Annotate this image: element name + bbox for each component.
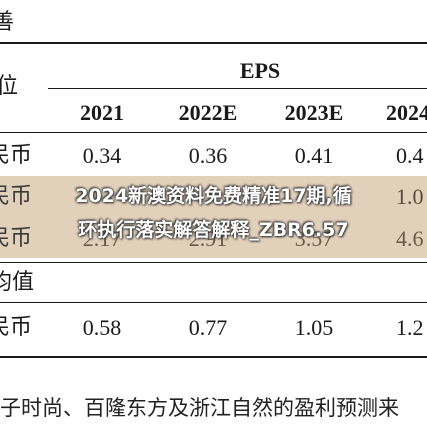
unit-column-header: 位 [0,74,19,99]
table-cell: 1.2 [396,315,424,340]
row-label: 民币 [0,315,33,340]
table-bottom-rule [0,356,427,358]
col-header-2021: 2021 [80,100,124,125]
table-cell: 4.6 [396,226,424,251]
table-cell: 0.58 [82,315,122,340]
table-cell: 0.36 [188,143,228,168]
header-top-char: 善 [0,10,15,35]
table-cell: 0.41 [294,143,334,168]
table-cell: 0.4 [396,143,424,168]
table-top-rule [0,42,427,44]
col-header-2023e: 2023E [284,100,344,125]
watermark-line-1: 2024新澳资料免费精准17期,循 [75,185,352,207]
table-cell: 1.0 [396,184,424,209]
section-bottom-rule [0,302,427,303]
table-cell: 0.34 [82,143,122,168]
table-cell: 2.17 [82,226,122,251]
watermark-line-2: 环执行落实解答解释_ZBR6.57 [78,219,349,241]
watermark-band [0,176,427,258]
col-header-2024: 2024 [386,100,427,125]
row-label: 民币 [0,184,33,209]
footer-note: 子时尚、百隆东方及浙江自然的盈利预测来 [0,396,399,420]
eps-group-rule [48,88,427,89]
table-cell: 3.57 [294,226,334,251]
col-header-2022e: 2022E [178,100,238,125]
eps-group-header: EPS [239,58,281,83]
row-label: 民币 [0,226,33,251]
header-bottom-rule [0,132,427,133]
row-label: 民币 [0,143,33,168]
table-cell: 1.05 [294,315,334,340]
section-label: 均值 [0,270,35,295]
table-cell: 0.77 [188,315,228,340]
section-top-rule [0,262,427,263]
table-cell: 2.91 [188,226,228,251]
